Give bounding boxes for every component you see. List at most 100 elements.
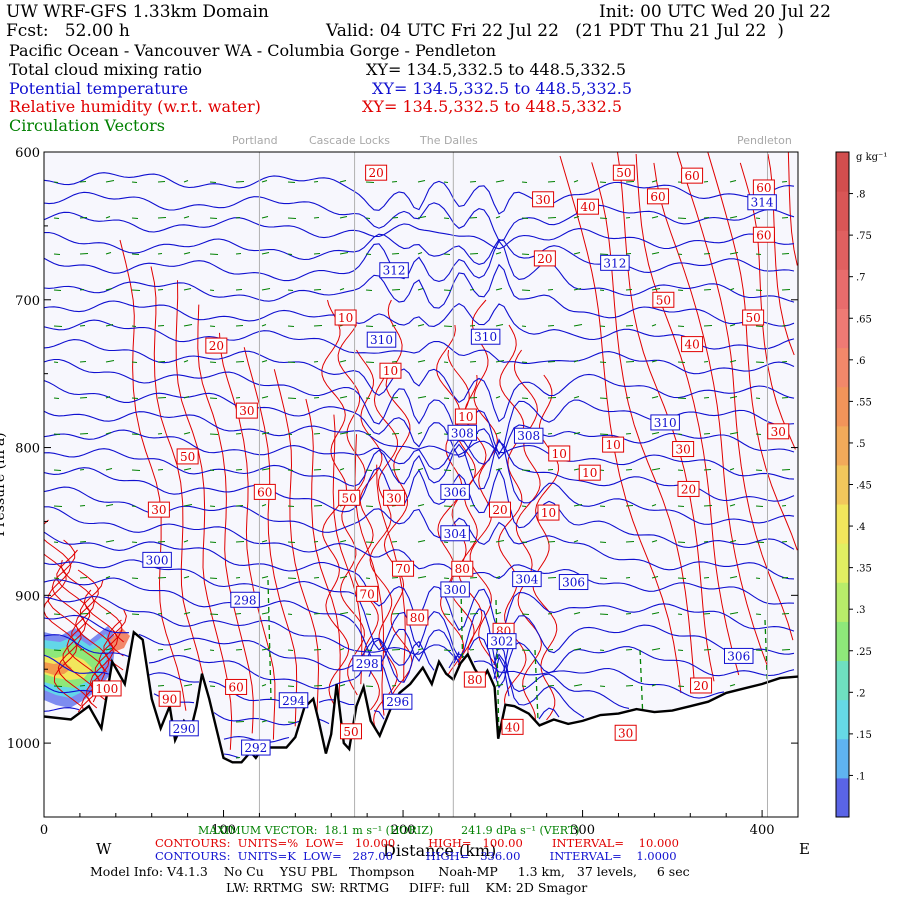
circulation-vector-418: [781, 181, 788, 183]
circulation-vector-316: [599, 253, 609, 255]
circulation-vector-351: [651, 432, 660, 435]
rh-contour-label-box: [235, 402, 258, 419]
circulation-vector-273: [521, 325, 527, 327]
circulation-vector-290: [547, 397, 557, 399]
theta-contour-20: [44, 595, 725, 699]
circulation-vector-50: [131, 361, 138, 363]
circulation-vector-1: [53, 217, 60, 219]
theta-contour-label-box: [366, 331, 397, 348]
colorbar-segment-3: [836, 660, 849, 701]
circulation-vector-32: [105, 252, 112, 255]
theta-contour-label-text: 306: [562, 576, 585, 590]
circulation-vector-294: [547, 541, 556, 543]
circulation-vector-83: [183, 540, 189, 543]
rh-contour-label-text: 10: [541, 506, 556, 520]
circulation-vector-128: [261, 468, 271, 471]
rh-contour-moist-1: [44, 538, 93, 705]
theta-contour-label-box: [352, 655, 382, 672]
rh-contour-label-16: 10: [454, 408, 477, 425]
theta-contour-label-box: [470, 328, 501, 345]
circulation-vector-291: [547, 433, 553, 435]
colorbar-segment-5: [836, 582, 849, 622]
rh-contour-label-box: [681, 167, 704, 184]
colorbar-segment-2: [836, 699, 849, 740]
rh-contour-label-box: [463, 671, 486, 688]
circulation-vector-330: [625, 217, 631, 219]
colorbar-tick-label: .35: [856, 564, 872, 575]
circulation-vector-344: [651, 180, 658, 183]
circulation-vector-288: [547, 325, 555, 327]
circulation-vector-240: [469, 181, 477, 183]
circulation-vector-148: [287, 613, 293, 615]
circulation-vector-111: [235, 469, 243, 471]
theta-contour-label-text: 300: [146, 553, 169, 567]
rh-contour-label-box: [672, 441, 695, 458]
theta-contour-label-1: 312: [379, 262, 409, 279]
circulation-vector-326: [599, 613, 609, 615]
rh-contour-label-14: 10: [379, 362, 402, 379]
circulation-vector-57: [131, 613, 140, 615]
circulation-vector-398: [729, 504, 736, 507]
theta-contour-label-box: [382, 693, 413, 710]
circulation-vector-84: [183, 576, 190, 579]
circulation-vector-40: [105, 540, 115, 543]
circulation-vector-208: [391, 577, 399, 579]
rh-contour-label-8: 20: [533, 250, 556, 267]
x-tick-label: 300: [570, 823, 595, 838]
circulation-vector-65: [157, 433, 163, 435]
circulation-vector-41: [105, 576, 111, 579]
circulation-vector-251: [469, 577, 478, 579]
circulation-vector-142: [287, 397, 297, 399]
theta-contour-label-8: 306: [440, 483, 470, 500]
circulation-vector-141: [287, 361, 296, 363]
rh-contour-label-41: 50: [339, 723, 362, 740]
circulation-vector-306: [573, 432, 581, 435]
circulation-vector-30: [105, 180, 115, 183]
theta-contour-8: [44, 339, 795, 423]
circulation-vector-428: [781, 541, 788, 543]
circulation-vector-361: [677, 253, 683, 255]
circulation-vector-324: [599, 541, 607, 543]
rh-contour-label-text: 30: [675, 443, 690, 457]
circulation-vector-420: [781, 253, 790, 255]
rh-contour-label-box: [158, 690, 181, 707]
circulation-vector-97: [209, 505, 216, 507]
circulation-vector-269: [521, 181, 528, 183]
circulation-vector-419: [781, 217, 789, 219]
circulation-vector-60: [157, 253, 163, 255]
circulation-vector-20: [79, 361, 87, 363]
circulation-vector-311: [573, 612, 581, 615]
rh-contour-label-text: 30: [386, 491, 401, 505]
circulation-vector-158: [313, 397, 320, 399]
rh-contour-label-box: [406, 609, 429, 626]
circulation-vector-373: [677, 685, 685, 687]
circulation-vector-289: [547, 361, 556, 363]
rh-contour-label-6: 60: [752, 179, 775, 196]
circulation-vector-381: [703, 433, 711, 435]
theta-contour-label-4: 310: [470, 328, 501, 345]
city-label-the-dalles: The Dalles: [420, 134, 478, 147]
max-vector-text: MAXIMUM VECTOR: 18.1 m s⁻¹ (HORIZ) 241.9…: [198, 824, 580, 837]
rh-contour-label-box: [253, 483, 276, 500]
circulation-vector-173: [339, 396, 348, 399]
rh-contour-label-box: [742, 309, 765, 326]
circulation-vector-88: [209, 181, 217, 183]
rh-contour-label-32: 80: [451, 560, 474, 577]
rh-contour-west-0: [119, 239, 187, 711]
y-tick-label: 800: [15, 442, 40, 457]
rh-contour-label-text: 50: [342, 491, 357, 505]
rh-contour-label-1: 50: [612, 164, 635, 181]
rh-contour-label-box: [752, 226, 775, 243]
region-title: Pacific Ocean - Vancouver WA - Columbia …: [9, 41, 497, 60]
circulation-vector-408: [755, 325, 764, 327]
theta-contour-label-box: [600, 254, 630, 271]
circulation-vector-186: [365, 325, 374, 327]
plot-frame: [43, 151, 799, 818]
circulation-vector-364: [677, 361, 686, 363]
circulation-vector-368: [677, 505, 685, 507]
circulation-vector-334: [625, 361, 635, 363]
circulation-vector-169: [339, 252, 349, 255]
circulation-vector-417: [755, 649, 763, 651]
rh-contour-label-text: 10: [582, 466, 597, 480]
y-tick-label: 1000: [7, 737, 40, 752]
